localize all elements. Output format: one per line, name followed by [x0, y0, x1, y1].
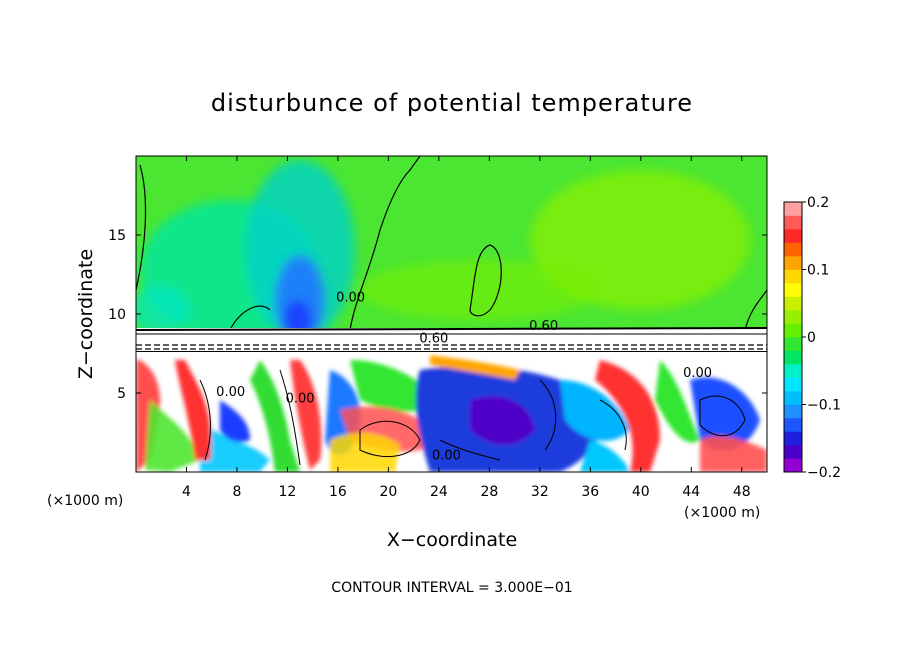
colorbar-swatch [784, 458, 802, 473]
cyan-left-edge [136, 285, 190, 335]
x-tick-label: 32 [531, 484, 549, 500]
upper-field [136, 156, 767, 345]
inversion-band [136, 328, 767, 350]
colorbar-tick-label: 0 [807, 330, 816, 346]
colorbar-ticks: 0.2 0.1 0 −0.1 −0.2 [802, 195, 841, 481]
colorbar-swatch [784, 310, 802, 324]
colorbar-swatch [784, 202, 802, 216]
contour-upper-3 [136, 164, 147, 291]
colorbar-tick-label: −0.2 [807, 465, 841, 481]
contour-lower-5 [699, 395, 746, 437]
red-swirl-6 [700, 435, 767, 472]
colorbar-swatch [784, 404, 802, 419]
colorbar-swatch [784, 296, 802, 311]
yellow-swirl-2 [430, 355, 520, 380]
red-swirl-5 [595, 360, 660, 472]
x-tick-label: 4 [182, 484, 191, 500]
green-swirl-4 [655, 360, 700, 443]
x-tick-label: 24 [430, 484, 448, 500]
contour-label: 0.00 [432, 448, 461, 463]
colorbar-swatch [784, 377, 802, 392]
cyan-swirl-3 [580, 440, 630, 472]
colorbar-swatch [784, 418, 802, 432]
inversion-layer [136, 327, 767, 353]
colorbar-tick-label: 0.1 [807, 263, 829, 279]
colorbar [784, 202, 802, 473]
colorbar-swatch [784, 350, 802, 365]
contour-label: 0.00 [286, 391, 315, 406]
cyan-swirl-1 [200, 420, 270, 472]
contour-label: 0.00 [683, 366, 712, 381]
x-axis-label: X−coordinate [387, 529, 517, 551]
contour-upper-2 [469, 244, 502, 317]
y-tick-label: 5 [117, 386, 126, 402]
red-swirl-1 [136, 360, 160, 472]
y-axis: 5 10 15 [108, 228, 767, 402]
x-tick-label: 12 [279, 484, 297, 500]
red-swirl-3 [290, 360, 322, 470]
contour-upper-5 [744, 289, 767, 331]
yellowgreen-patch-2 [360, 260, 600, 320]
green-swirl-2 [250, 360, 300, 472]
x-tick-label: 48 [733, 484, 751, 500]
colorbar-tick-label: −0.1 [807, 398, 841, 414]
yellowgreen-patch [530, 170, 750, 310]
blue-swirl-1 [220, 400, 250, 442]
contour-lower-4 [539, 379, 557, 451]
colorbar-swatch [784, 215, 802, 230]
colorbar-swatch [784, 445, 802, 459]
x-tick-label: 44 [682, 484, 700, 500]
colorbar-swatch [784, 269, 802, 284]
x-tick-label: 16 [329, 484, 347, 500]
contour-lower-6 [599, 399, 627, 451]
x-tick-label: 8 [232, 484, 241, 500]
colorbar-swatch [784, 431, 802, 446]
colorbar-swatch [784, 323, 802, 338]
y-axis-label: Z−coordinate [75, 249, 97, 379]
contour-upper-1 [349, 156, 421, 331]
contour-lower-7 [439, 439, 501, 461]
x-tick-label: 20 [379, 484, 397, 500]
colorbar-swatch [784, 283, 802, 297]
contour-label: 0.60 [529, 319, 558, 334]
contour-label: 0.00 [216, 385, 245, 400]
cyan-swirl-2 [560, 380, 630, 441]
red-swirl-2 [175, 360, 211, 460]
violet-core [470, 396, 535, 445]
x-tick-label: 28 [480, 484, 498, 500]
blue-swirl-3 [690, 377, 760, 451]
contour-upper-4 [229, 305, 271, 331]
colorbar-swatch [784, 364, 802, 378]
x-axis: 4 8 12 16 20 24 28 32 36 40 44 48 [182, 156, 751, 500]
y-tick-label: 10 [108, 307, 126, 323]
contour-label: 0.00 [336, 290, 365, 305]
lower-field [136, 352, 767, 472]
x-tick-label: 36 [581, 484, 599, 500]
contour-lower-2 [279, 369, 301, 466]
y-tick-label: 15 [108, 228, 126, 244]
contour-label: 0.60 [419, 331, 448, 346]
contour-inversion-1 [136, 327, 767, 331]
cyan-plume-center [245, 160, 355, 340]
plot-area: 0.00 0.60 0.60 0.00 0.00 0.00 0.00 [136, 156, 767, 472]
contour-interval-note: CONTOUR INTERVAL = 3.000E−01 [331, 580, 572, 596]
x-tick-label: 40 [632, 484, 650, 500]
contour-lower-1 [199, 379, 211, 461]
colorbar-tick-label: 0.2 [807, 195, 829, 211]
colorbar-swatch [784, 242, 802, 257]
colorbar-swatch [784, 256, 802, 270]
green-swirl-1 [145, 400, 200, 472]
x-unit-left: (×1000 m) [47, 493, 123, 509]
colorbar-swatch [784, 391, 802, 405]
contour-lower-3 [359, 420, 421, 458]
colorbar-swatch [784, 337, 802, 351]
x-unit-right: (×1000 m) [684, 505, 760, 521]
contour-labels: 0.00 0.60 0.60 0.00 0.00 0.00 0.00 [216, 290, 712, 463]
colorbar-swatch [784, 229, 802, 243]
chart-title: disturbunce of potential temperature [211, 89, 693, 117]
